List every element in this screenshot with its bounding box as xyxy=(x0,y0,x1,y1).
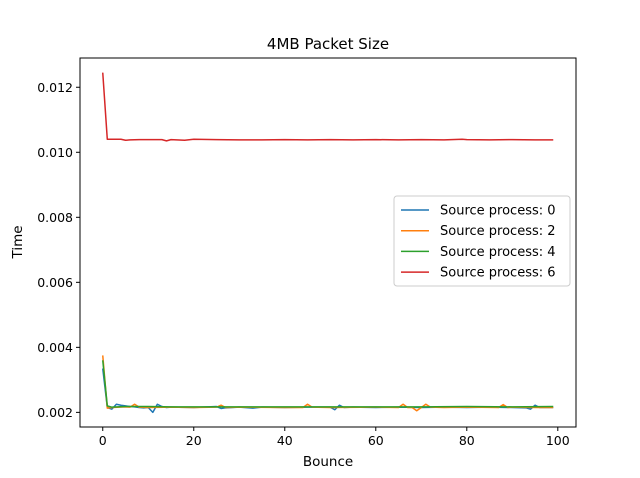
x-axis-title: Bounce xyxy=(303,454,353,470)
legend-label-2: Source process: 4 xyxy=(440,245,556,260)
x-tick-label: 40 xyxy=(277,433,293,448)
y-axis: 0.002 0.004 0.006 0.008 0.010 0.012 xyxy=(37,80,80,420)
y-axis-title: Time xyxy=(10,225,26,259)
x-tick-label: 80 xyxy=(459,433,475,448)
series-line-2 xyxy=(102,360,554,408)
y-tick-label: 0.002 xyxy=(37,405,73,420)
legend: Source process: 0 Source process: 2 Source… xyxy=(393,195,571,287)
x-tick-label: 100 xyxy=(546,433,570,448)
legend-label-1: Source process: 2 xyxy=(440,224,556,239)
legend-box xyxy=(393,195,571,287)
y-tick-label: 0.004 xyxy=(37,340,73,355)
y-tick-label: 0.012 xyxy=(37,80,73,95)
y-tick-label: 0.010 xyxy=(37,145,73,160)
legend-label-3: Source process: 6 xyxy=(440,266,556,281)
legend-entries: Source process: 0 Source process: 2 Source… xyxy=(401,204,556,281)
y-tick-label: 0.008 xyxy=(37,210,73,225)
x-axis: 0 20 40 60 80 100 xyxy=(99,427,570,448)
series-layer xyxy=(102,72,554,414)
x-tick-label: 20 xyxy=(186,433,202,448)
series-line-3 xyxy=(102,72,554,142)
x-tick-label: 0 xyxy=(99,433,107,448)
legend-label-0: Source process: 0 xyxy=(440,204,556,219)
y-tick-label: 0.006 xyxy=(37,275,73,290)
chart-title: 4MB Packet Size xyxy=(267,35,389,53)
x-tick-label: 60 xyxy=(368,433,384,448)
